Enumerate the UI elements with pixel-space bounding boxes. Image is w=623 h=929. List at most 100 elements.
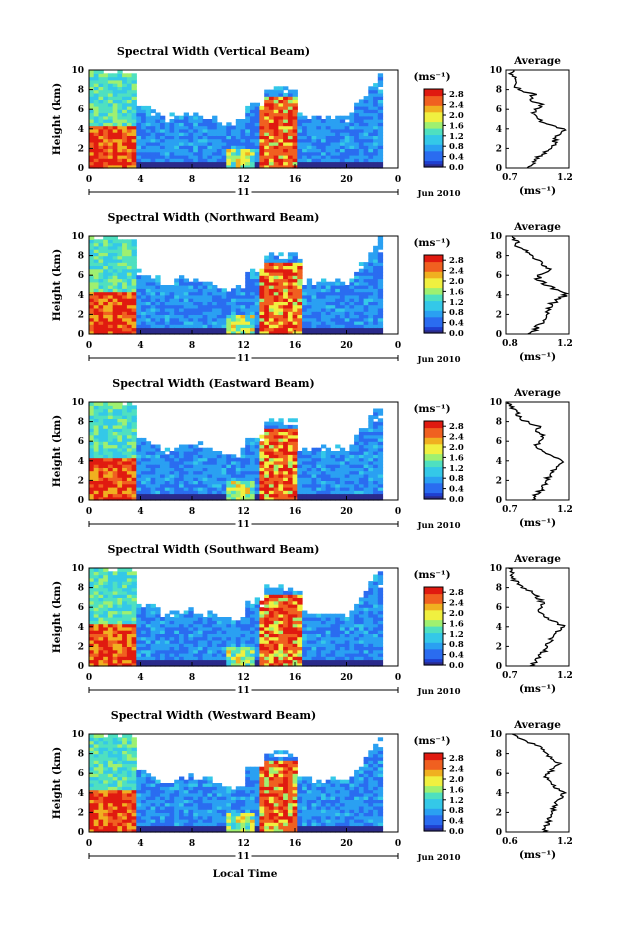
heatmap-cell — [268, 99, 275, 104]
heatmap-cell — [354, 135, 360, 140]
colorbar-band — [424, 437, 443, 442]
heatmap-cell — [150, 451, 156, 455]
heatmap-cell — [221, 307, 227, 312]
heatmap-cell — [89, 473, 95, 478]
heatmap-cell — [231, 298, 237, 302]
heatmap-cell — [103, 109, 109, 114]
heatmap-cell — [349, 447, 355, 452]
profile-x-tick-label: 0.8 — [502, 339, 518, 349]
heatmap-cell — [373, 451, 379, 455]
heatmap-cell — [207, 281, 213, 286]
heatmap-cell — [377, 148, 384, 153]
heatmap-cell — [325, 486, 331, 491]
heatmap-cell — [311, 132, 317, 136]
colorbar-tick-label: 2.8 — [449, 90, 464, 100]
heatmap-cell — [287, 105, 294, 110]
heatmap-cell — [226, 623, 232, 628]
heatmap-cell — [122, 291, 128, 296]
heatmap-cell — [283, 477, 289, 481]
heatmap-cell — [207, 161, 213, 166]
heatmap-cell — [141, 636, 147, 641]
heatmap-cell — [150, 457, 156, 462]
heatmap-cell — [169, 125, 175, 130]
heatmap-cell — [155, 486, 161, 491]
heatmap-cell — [103, 291, 109, 296]
heatmap-cell — [107, 411, 114, 416]
heatmap-cell — [103, 102, 109, 107]
heatmap-cell — [145, 643, 152, 647]
heatmap-cell — [368, 467, 374, 472]
heatmap-cell — [179, 164, 185, 169]
heatmap-cell — [131, 659, 137, 664]
heatmap-cell — [254, 649, 260, 654]
heatmap-cell — [306, 454, 313, 459]
heatmap-cell — [306, 307, 313, 312]
heatmap-cell — [122, 79, 128, 84]
heatmap-cell — [107, 623, 114, 628]
heatmap-cell — [297, 460, 303, 465]
heatmap-cell — [335, 464, 341, 468]
colorbar-band — [424, 469, 443, 474]
heatmap-cell — [221, 145, 227, 149]
heatmap-cell — [207, 639, 213, 644]
heatmap-cell — [254, 473, 260, 478]
heatmap-cell — [216, 649, 223, 654]
heatmap-cell — [363, 119, 369, 123]
heatmap-cell — [302, 652, 308, 657]
heatmap-cell — [164, 288, 171, 293]
heatmap-cell — [349, 132, 355, 136]
heatmap-cell — [344, 490, 350, 495]
heatmap-cell — [268, 587, 275, 592]
heatmap-cell — [245, 138, 251, 143]
heatmap-cell — [207, 122, 213, 127]
heatmap-cell — [268, 464, 275, 468]
heatmap-cell — [363, 483, 369, 488]
heatmap-cell — [373, 265, 379, 270]
heatmap-cell — [297, 636, 303, 641]
heatmap-cell — [373, 132, 379, 136]
heatmap-cell — [278, 327, 284, 332]
heatmap-cell — [89, 428, 95, 432]
heatmap-cell — [136, 451, 142, 455]
heatmap-cell — [117, 428, 123, 432]
heatmap-cell — [363, 437, 369, 442]
heatmap-cell — [264, 324, 270, 329]
heatmap-cell — [259, 298, 265, 302]
heatmap-cell — [93, 70, 99, 74]
heatmap-cell — [89, 584, 95, 589]
x-tick-label: 8 — [189, 341, 195, 351]
heatmap-cell — [335, 473, 341, 478]
heatmap-cell — [107, 252, 114, 257]
heatmap-cell — [122, 245, 128, 250]
profile-frame — [505, 69, 570, 169]
heatmap-cell — [292, 298, 298, 302]
heatmap-cell — [250, 617, 256, 621]
heatmap-cell — [226, 639, 232, 644]
heatmap-cell — [136, 128, 142, 133]
heatmap-cell — [112, 581, 118, 585]
heatmap-cell — [226, 330, 232, 335]
heatmap-cell — [103, 437, 109, 442]
heatmap-cell — [273, 623, 279, 628]
heatmap-cell — [93, 470, 99, 475]
heatmap-cell — [145, 617, 152, 621]
heatmap-cell — [325, 145, 331, 149]
heatmap-cell — [283, 480, 289, 485]
heatmap-cell — [358, 278, 365, 283]
heatmap-cell — [107, 607, 114, 612]
heatmap-cell — [264, 470, 270, 475]
y-tick-label: 4 — [78, 457, 84, 467]
heatmap-cell — [335, 483, 341, 488]
colorbar-band — [424, 137, 443, 142]
heatmap-cell — [103, 447, 109, 452]
heatmap-cell — [122, 330, 128, 335]
heatmap-cell — [126, 102, 133, 107]
heatmap-cell — [107, 96, 114, 100]
heatmap-cell — [235, 327, 242, 332]
heatmap-cell — [349, 451, 355, 455]
heatmap-cell — [268, 620, 275, 625]
heatmap-cell — [131, 294, 137, 299]
heatmap-cell — [98, 109, 104, 114]
heatmap-cell — [117, 584, 123, 589]
heatmap-cell — [349, 135, 355, 140]
